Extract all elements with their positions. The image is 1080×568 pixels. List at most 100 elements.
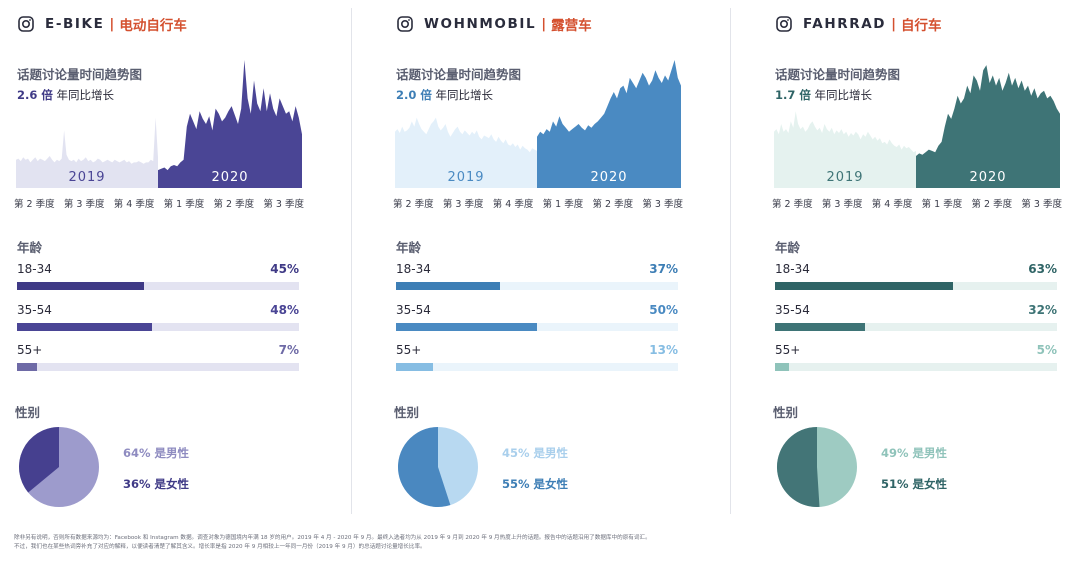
quarter-tick-label: 第 1 季度 bbox=[542, 199, 584, 210]
age-percent: 7% bbox=[278, 343, 299, 357]
gender-female-label: 36% 是女性 bbox=[123, 477, 190, 491]
gender-male-label: 64% 是男性 bbox=[123, 446, 190, 460]
gender-male-label: 45% 是男性 bbox=[502, 446, 569, 460]
age-bar-track bbox=[775, 282, 1057, 290]
panel-divider bbox=[351, 8, 352, 514]
age-row-35-54: 35-54 32% bbox=[775, 303, 1057, 333]
brand-name-zh: 露营车 bbox=[551, 18, 592, 34]
growth-line: 1.7 倍 年同比增长 bbox=[775, 87, 872, 103]
growth-value: 2.0 倍 bbox=[396, 88, 432, 102]
age-label: 18-34 bbox=[775, 262, 810, 276]
area-series-2020 bbox=[537, 60, 681, 188]
gender-pie-chart bbox=[776, 427, 857, 507]
quarter-tick-label: 第 3 季度 bbox=[642, 199, 683, 210]
trend-chart-title: 话题讨论量时间趋势图 bbox=[17, 67, 143, 82]
age-row-18-34: 18-34 45% bbox=[17, 262, 299, 292]
growth-text: 年同比增长 bbox=[56, 88, 115, 102]
age-label: 35-54 bbox=[775, 303, 810, 317]
instagram-icon bbox=[776, 16, 792, 32]
quarter-tick-label: 第 4 季度 bbox=[492, 199, 534, 210]
brand-name-zh: 电动自行车 bbox=[119, 18, 187, 34]
panel-fahrrad: FAHRRAD | 自行车 2019 2020 话题讨论量时间趋势图 1.7 倍 … bbox=[758, 0, 1080, 510]
age-bar-fill bbox=[396, 282, 501, 290]
age-bar-fill bbox=[17, 282, 144, 290]
gender-section-title: 性别 bbox=[15, 405, 41, 420]
age-percent: 50% bbox=[649, 303, 678, 317]
area-series-2019 bbox=[395, 117, 537, 188]
brand-separator: | bbox=[891, 16, 897, 32]
brand-name-zh: 自行车 bbox=[901, 18, 942, 34]
quarter-tick-label: 第 2 季度 bbox=[213, 199, 255, 210]
age-bar-fill bbox=[775, 323, 866, 331]
age-label: 18-34 bbox=[396, 262, 431, 276]
instagram-icon bbox=[18, 16, 34, 32]
age-row-55-plus: 55+ 7% bbox=[17, 343, 299, 373]
age-row-35-54: 35-54 50% bbox=[396, 303, 678, 333]
age-bar-track bbox=[775, 363, 1057, 371]
area-series-2019 bbox=[774, 111, 916, 188]
age-bar-fill bbox=[396, 363, 433, 371]
footnote: 除非另有说明，否则所有数据来源均为：Facebook 和 Instagram 数… bbox=[14, 534, 1064, 552]
gender-female-label: 55% 是女性 bbox=[502, 477, 569, 491]
period-label-2019: 2019 bbox=[68, 170, 105, 185]
gender-male-label: 49% 是男性 bbox=[881, 446, 948, 460]
age-label: 55+ bbox=[775, 343, 801, 357]
age-percent: 45% bbox=[270, 262, 299, 276]
age-percent: 13% bbox=[649, 343, 678, 357]
quarter-tick-label: 第 2 季度 bbox=[592, 199, 634, 210]
pie-slice-female bbox=[776, 427, 820, 507]
gender-section-title: 性别 bbox=[773, 405, 799, 420]
panel-divider bbox=[730, 8, 731, 514]
growth-value: 2.6 倍 bbox=[17, 88, 53, 102]
age-bar-track bbox=[17, 323, 299, 331]
age-label: 18-34 bbox=[17, 262, 52, 276]
age-section-title: 年龄 bbox=[396, 240, 422, 255]
age-section-title: 年龄 bbox=[17, 240, 43, 255]
trend-area-chart: 2019 2020 bbox=[774, 65, 1060, 188]
quarter-tick-label: 第 2 季度 bbox=[393, 199, 434, 210]
age-bar-track bbox=[17, 282, 299, 290]
instagram-icon bbox=[397, 16, 413, 32]
age-section-title: 年龄 bbox=[775, 240, 801, 255]
age-row-35-54: 35-54 48% bbox=[17, 303, 299, 333]
age-bar-fill bbox=[775, 363, 790, 371]
panel-wohnmobil: WOHNMOBIL | 露营车 2019 2020 话题讨论量时间趋势图 2.0 … bbox=[379, 0, 731, 510]
quarter-tick-label: 第 2 季度 bbox=[971, 199, 1013, 210]
trend-chart-title: 话题讨论量时间趋势图 bbox=[396, 67, 522, 82]
period-label-2020: 2020 bbox=[590, 170, 627, 185]
pie-slice-female bbox=[397, 427, 451, 507]
growth-value: 1.7 倍 bbox=[775, 88, 811, 102]
age-row-18-34: 18-34 37% bbox=[396, 262, 678, 292]
brand-name: WOHNMOBIL bbox=[424, 16, 537, 32]
age-bar-fill bbox=[775, 282, 953, 290]
age-percent: 5% bbox=[1036, 343, 1057, 357]
growth-line: 2.0 倍 年同比增长 bbox=[396, 87, 493, 103]
quarter-tick-label: 第 2 季度 bbox=[772, 199, 813, 210]
footnote-line: 除非另有说明，否则所有数据来源均为：Facebook 和 Instagram 数… bbox=[14, 535, 651, 541]
age-bar-track bbox=[775, 323, 1057, 331]
age-percent: 48% bbox=[270, 303, 299, 317]
period-label-2020: 2020 bbox=[211, 170, 248, 185]
area-series-2020 bbox=[916, 65, 1060, 188]
quarter-tick-label: 第 1 季度 bbox=[163, 199, 205, 210]
brand-separator: | bbox=[541, 16, 547, 32]
age-label: 55+ bbox=[17, 343, 43, 357]
quarter-tick-label: 第 4 季度 bbox=[871, 199, 913, 210]
age-bar-track bbox=[396, 323, 678, 331]
gender-pie-chart bbox=[18, 427, 99, 507]
quarter-tick-label: 第 2 季度 bbox=[14, 199, 55, 210]
gender-pie-chart bbox=[397, 427, 478, 507]
age-percent: 63% bbox=[1028, 262, 1057, 276]
brand-separator: | bbox=[109, 16, 115, 32]
period-label-2019: 2019 bbox=[447, 170, 484, 185]
age-bar-fill bbox=[396, 323, 537, 331]
age-bar-track bbox=[396, 363, 678, 371]
age-bar-fill bbox=[17, 363, 37, 371]
panel-ebike: E-BIKE | 电动自行车 2019 2020 话题讨论量时间趋势图 2.6 倍… bbox=[0, 0, 352, 510]
age-percent: 32% bbox=[1028, 303, 1057, 317]
trend-area-chart: 2019 2020 bbox=[395, 60, 681, 188]
trend-chart-title: 话题讨论量时间趋势图 bbox=[775, 67, 901, 82]
age-row-55-plus: 55+ 5% bbox=[775, 343, 1057, 373]
growth-text: 年同比增长 bbox=[435, 88, 494, 102]
panel-header: E-BIKE | 电动自行车 bbox=[18, 14, 187, 34]
